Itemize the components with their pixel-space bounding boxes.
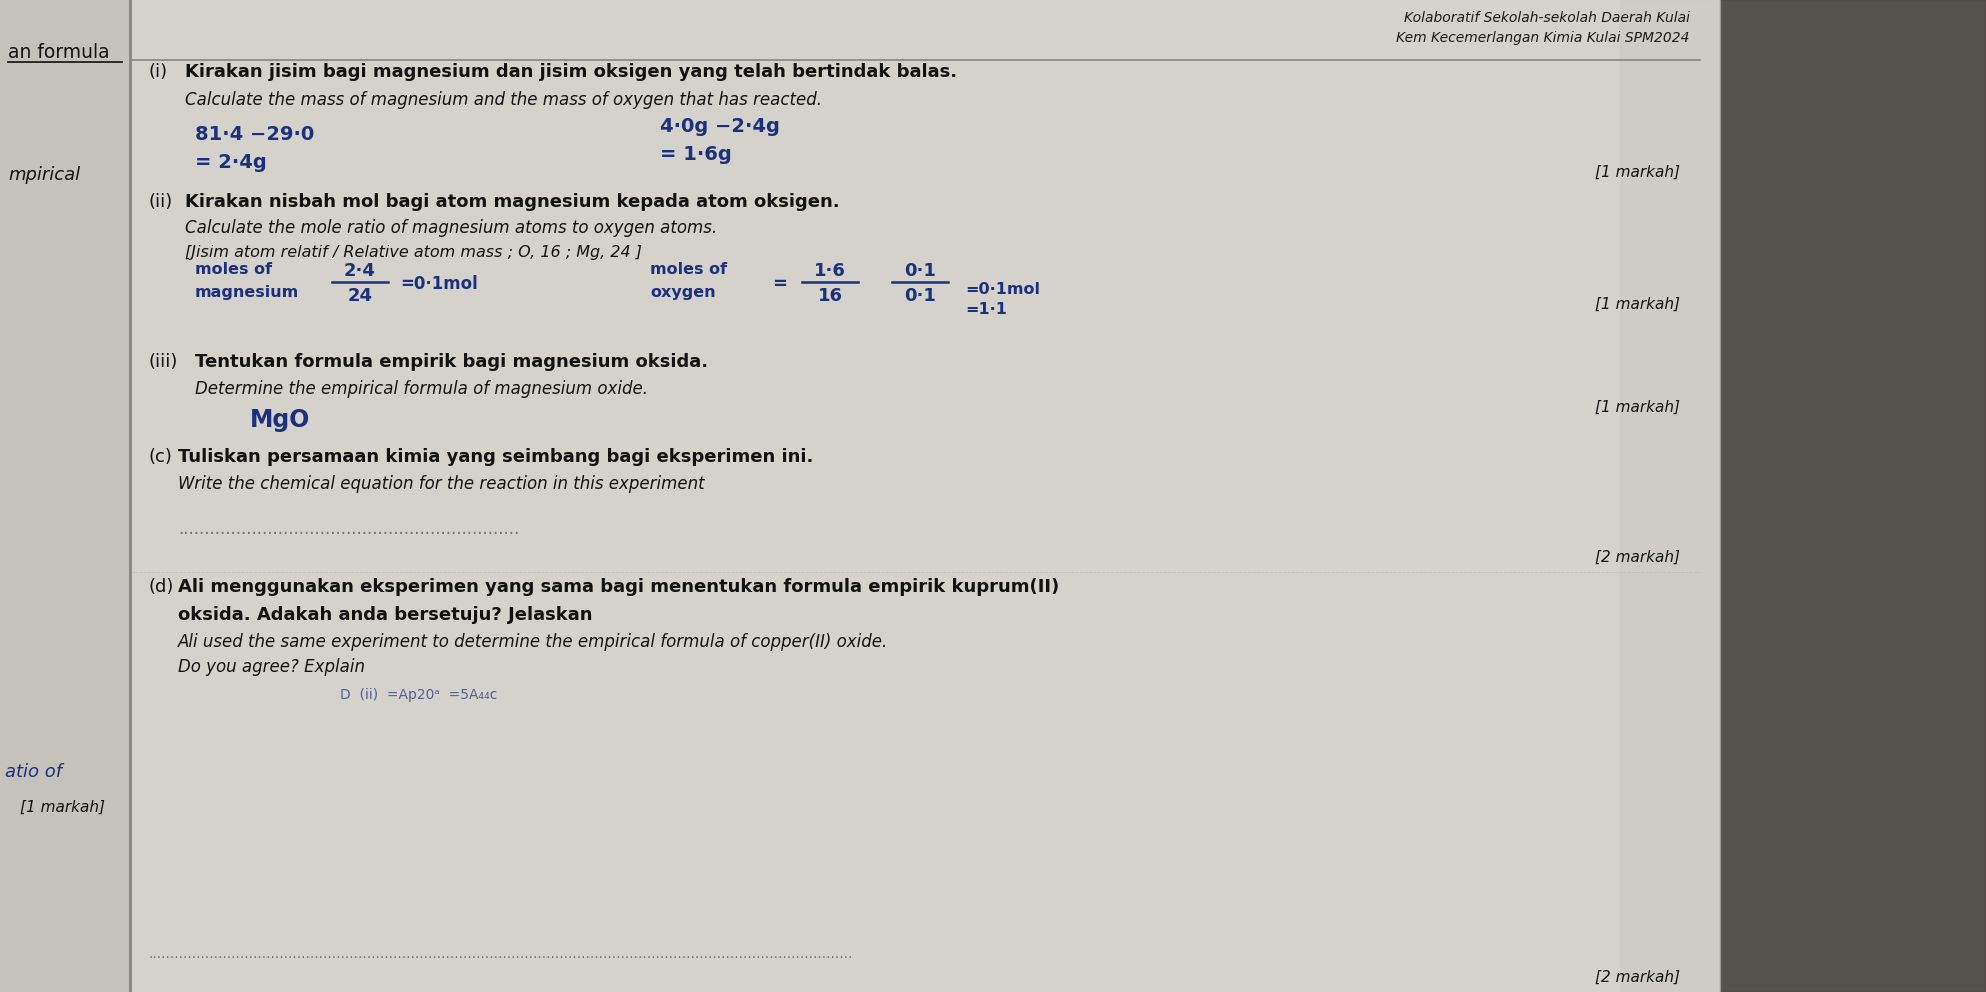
Text: Kirakan jisim bagi magnesium dan jisim oksigen yang telah bertindak balas.: Kirakan jisim bagi magnesium dan jisim o… [185,63,957,81]
Text: [2 markah]: [2 markah] [1595,969,1680,984]
Text: ................................................................................: ........................................… [149,947,852,961]
Text: 81·4 −29·0: 81·4 −29·0 [195,125,314,144]
Text: =0·1mol: =0·1mol [399,275,479,293]
Text: Ali used the same experiment to determine the empirical formula of copper(II) ox: Ali used the same experiment to determin… [179,633,888,651]
Text: Tuliskan persamaan kimia yang seimbang bagi eksperimen ini.: Tuliskan persamaan kimia yang seimbang b… [179,448,814,466]
Text: 0·1: 0·1 [904,287,935,305]
Text: Kem Kecemerlangan Kimia Kulai SPM2024: Kem Kecemerlangan Kimia Kulai SPM2024 [1396,31,1690,45]
Polygon shape [1720,0,1986,992]
Bar [129,0,1720,992]
Text: Determine the empirical formula of magnesium oxide.: Determine the empirical formula of magne… [195,380,647,398]
Text: (iii): (iii) [149,353,177,371]
Text: Write the chemical equation for the reaction in this experiment: Write the chemical equation for the reac… [179,475,705,493]
Text: 4·0g −2·4g: 4·0g −2·4g [659,117,780,137]
Text: moles of: moles of [195,263,272,278]
Text: MgO: MgO [250,408,310,432]
Text: =: = [773,275,788,293]
Text: 0·1: 0·1 [904,262,935,280]
Text: an formula: an formula [8,43,109,62]
Bar [1621,0,1720,992]
Text: 2·4: 2·4 [344,262,375,280]
Text: 1·6: 1·6 [814,262,846,280]
Text: atio of: atio of [6,763,62,781]
Bar [0,0,1720,992]
Text: Calculate the mass of magnesium and the mass of oxygen that has reacted.: Calculate the mass of magnesium and the … [185,91,822,109]
Text: oxygen: oxygen [649,285,715,300]
Text: Calculate the mole ratio of magnesium atoms to oxygen atoms.: Calculate the mole ratio of magnesium at… [185,219,717,237]
Text: mpirical: mpirical [8,166,79,184]
Bar [0,0,129,992]
Text: Kirakan nisbah mol bagi atom magnesium kepada atom oksigen.: Kirakan nisbah mol bagi atom magnesium k… [185,193,840,211]
Text: magnesium: magnesium [195,285,300,300]
Text: [Jisim atom relatif / Relative atom mass ; O, 16 ; Mg, 24 ]: [Jisim atom relatif / Relative atom mass… [185,244,641,260]
Text: 24: 24 [348,287,373,305]
Text: (ii): (ii) [149,193,173,211]
Text: D  (ii)  =Ap20ᵃ  =5A₄₄c: D (ii) =Ap20ᵃ =5A₄₄c [340,688,496,702]
Text: =1·1: =1·1 [965,303,1007,317]
Text: Ali menggunakan eksperimen yang sama bagi menentukan formula empirik kuprum(II): Ali menggunakan eksperimen yang sama bag… [179,578,1059,596]
Text: [1 markah]: [1 markah] [20,800,105,814]
Text: =0·1mol: =0·1mol [965,283,1041,298]
Text: (i): (i) [149,63,167,81]
Text: (d): (d) [149,578,173,596]
Text: Kolaboratif Sekolah-sekolah Daerah Kulai: Kolaboratif Sekolah-sekolah Daerah Kulai [1404,11,1690,25]
Text: [1 markah]: [1 markah] [1595,297,1680,311]
Text: 16: 16 [818,287,842,305]
Text: Tentukan formula empirik bagi magnesium oksida.: Tentukan formula empirik bagi magnesium … [195,353,709,371]
Text: Do you agree? Explain: Do you agree? Explain [179,658,365,676]
Text: oksida. Adakah anda bersetuju? Jelaskan: oksida. Adakah anda bersetuju? Jelaskan [179,606,592,624]
Text: = 1·6g: = 1·6g [659,145,731,164]
Text: = 2·4g: = 2·4g [195,153,266,172]
Text: moles of: moles of [649,263,727,278]
Text: .................................................................: ........................................… [179,520,518,538]
Text: [2 markah]: [2 markah] [1595,550,1680,564]
Text: (c): (c) [149,448,173,466]
Text: [1 markah]: [1 markah] [1595,400,1680,415]
Text: [1 markah]: [1 markah] [1595,165,1680,180]
